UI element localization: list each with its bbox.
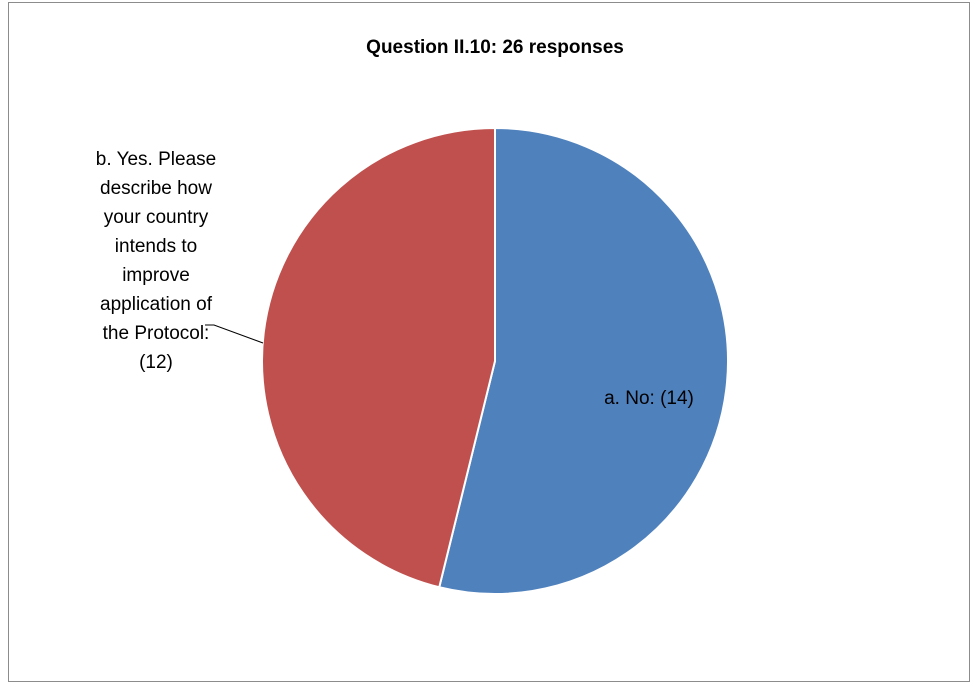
pie-slice-1 [438,127,729,595]
data-label-line: intends to [115,236,197,257]
leader-line [205,324,264,344]
data-label-line: your country [104,207,209,228]
data-label-line: a. No: (14) [604,388,694,409]
chart-title: Question II.10: 26 responses [366,37,624,58]
pie-slices [261,127,729,595]
data-label-2: b. Yes. Please describe how your country in… [96,149,216,373]
data-label-line: application of [100,294,213,315]
data-label-1: a. No: (14) [604,388,694,409]
pie-slice-2 [261,127,496,589]
data-labels: a. No: (14) b. Yes. Please describe how you… [96,149,694,409]
data-label-line: describe how [100,178,212,199]
data-label-line: (12) [139,352,173,373]
pie-chart: Question II.10: 26 responses a. No: (14)… [96,37,729,595]
data-label-line: the Protocol: [103,323,210,344]
data-label-line: b. Yes. Please [96,149,216,170]
data-label-line: improve [122,265,190,286]
